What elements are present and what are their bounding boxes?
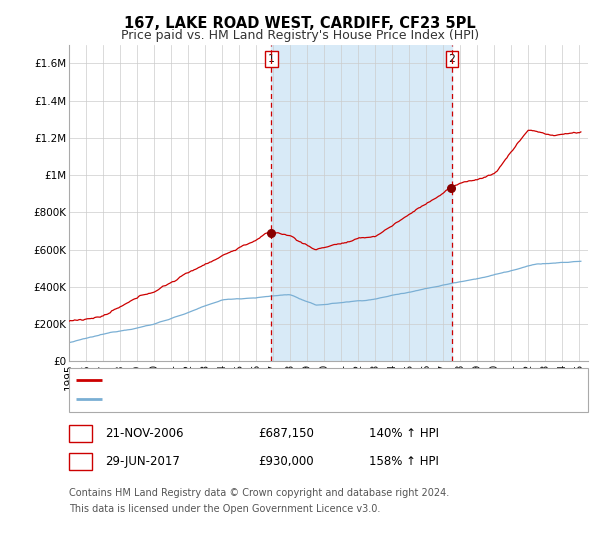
Text: £687,150: £687,150: [258, 427, 314, 440]
Text: £930,000: £930,000: [258, 455, 314, 468]
Text: 158% ↑ HPI: 158% ↑ HPI: [369, 455, 439, 468]
Text: HPI: Average price, detached house, Cardiff: HPI: Average price, detached house, Card…: [108, 393, 365, 406]
Text: This data is licensed under the Open Government Licence v3.0.: This data is licensed under the Open Gov…: [69, 504, 380, 514]
Text: 21-NOV-2006: 21-NOV-2006: [105, 427, 184, 440]
Bar: [271, 45, 452, 361]
Text: 2: 2: [77, 455, 84, 468]
Text: 167, LAKE ROAD WEST, CARDIFF, CF23 5PL (detached house): 167, LAKE ROAD WEST, CARDIFF, CF23 5PL (…: [108, 374, 470, 386]
Text: 2: 2: [448, 54, 455, 64]
Text: 140% ↑ HPI: 140% ↑ HPI: [369, 427, 439, 440]
Text: Price paid vs. HM Land Registry's House Price Index (HPI): Price paid vs. HM Land Registry's House …: [121, 29, 479, 42]
Text: Contains HM Land Registry data © Crown copyright and database right 2024.: Contains HM Land Registry data © Crown c…: [69, 488, 449, 498]
Text: 1: 1: [268, 54, 275, 64]
Text: 167, LAKE ROAD WEST, CARDIFF, CF23 5PL: 167, LAKE ROAD WEST, CARDIFF, CF23 5PL: [124, 16, 476, 31]
Text: 29-JUN-2017: 29-JUN-2017: [105, 455, 180, 468]
Text: 1: 1: [77, 427, 84, 440]
